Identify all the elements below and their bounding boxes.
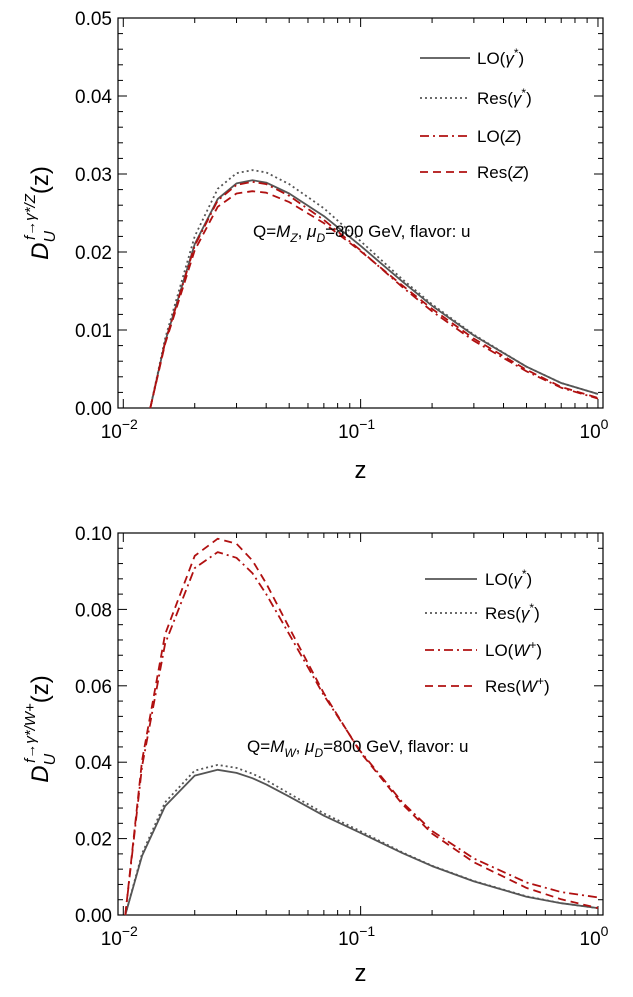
y-tick-label: 0.03 <box>75 165 112 186</box>
series-line-3 <box>124 551 599 916</box>
x-tick-label: 100 <box>580 416 609 443</box>
series-line-2 <box>124 764 599 916</box>
series-group <box>124 537 599 916</box>
legend-label: Res(γ*) <box>485 601 540 623</box>
plot-frame <box>117 17 604 409</box>
y-tick-label: 0.02 <box>75 243 112 264</box>
chart-2: 0.00 0.02 0.04 0.06 0.08 0.10 10−2 10−1 100 z DUf→… <box>22 524 609 987</box>
series-group <box>149 169 599 409</box>
x-axis-label: z <box>355 960 367 987</box>
legend: LO(γ*) Res(γ*) LO(W+) Res(W+) <box>425 567 550 696</box>
series-line-2 <box>149 169 599 409</box>
legend: LO(γ*) Res(γ*) LO(Z) Res(Z) <box>420 46 532 182</box>
series-line-1 <box>149 179 599 409</box>
legend-label: Res(γ*) <box>477 86 532 108</box>
series-line-4 <box>149 190 599 409</box>
x-tick-label: 10−2 <box>101 923 138 950</box>
y-axis-label: DUf→γ*/Z(z) <box>22 166 59 260</box>
y-tick-label: 0.02 <box>75 830 112 851</box>
chart-1: 0.00 0.01 0.02 0.03 0.04 0.05 10−2 10−1 100 z DUf→… <box>22 9 609 484</box>
y-tick-label: 0.05 <box>75 9 112 30</box>
legend-label: LO(W+) <box>485 638 542 660</box>
legend-label: Res(Z) <box>477 163 529 182</box>
series-line-1 <box>124 768 599 916</box>
plot-frame <box>117 532 604 916</box>
x-tick-label: 10−1 <box>338 416 375 443</box>
y-axis-label: DUf→γ*/W+(z) <box>22 675 59 782</box>
x-tick-label: 10−2 <box>101 416 138 443</box>
y-tick-label: 0.04 <box>75 753 112 774</box>
x-tick-label: 100 <box>580 923 609 950</box>
y-tick-label: 0.10 <box>75 524 112 545</box>
series-line-4 <box>124 537 599 916</box>
legend-label: Res(W+) <box>485 674 550 696</box>
legend-label: LO(Z) <box>477 127 521 146</box>
series-line-3 <box>149 180 599 409</box>
y-tick-label: 0.04 <box>75 87 112 108</box>
y-tick-label: 0.08 <box>75 600 112 621</box>
y-tick-label: 0.00 <box>75 399 112 420</box>
legend-label: LO(γ*) <box>477 46 524 68</box>
legend-label: LO(γ*) <box>485 567 532 589</box>
y-tick-label: 0.01 <box>75 321 112 342</box>
annotation: Q=MW, μD=800 GeV, flavor: u <box>247 737 469 760</box>
y-tick-label: 0.00 <box>75 906 112 927</box>
x-tick-label: 10−1 <box>338 923 375 950</box>
x-axis-label: z <box>355 457 367 484</box>
annotation: Q=MZ, μD=800 GeV, flavor: u <box>253 222 471 245</box>
y-tick-label: 0.06 <box>75 677 112 698</box>
